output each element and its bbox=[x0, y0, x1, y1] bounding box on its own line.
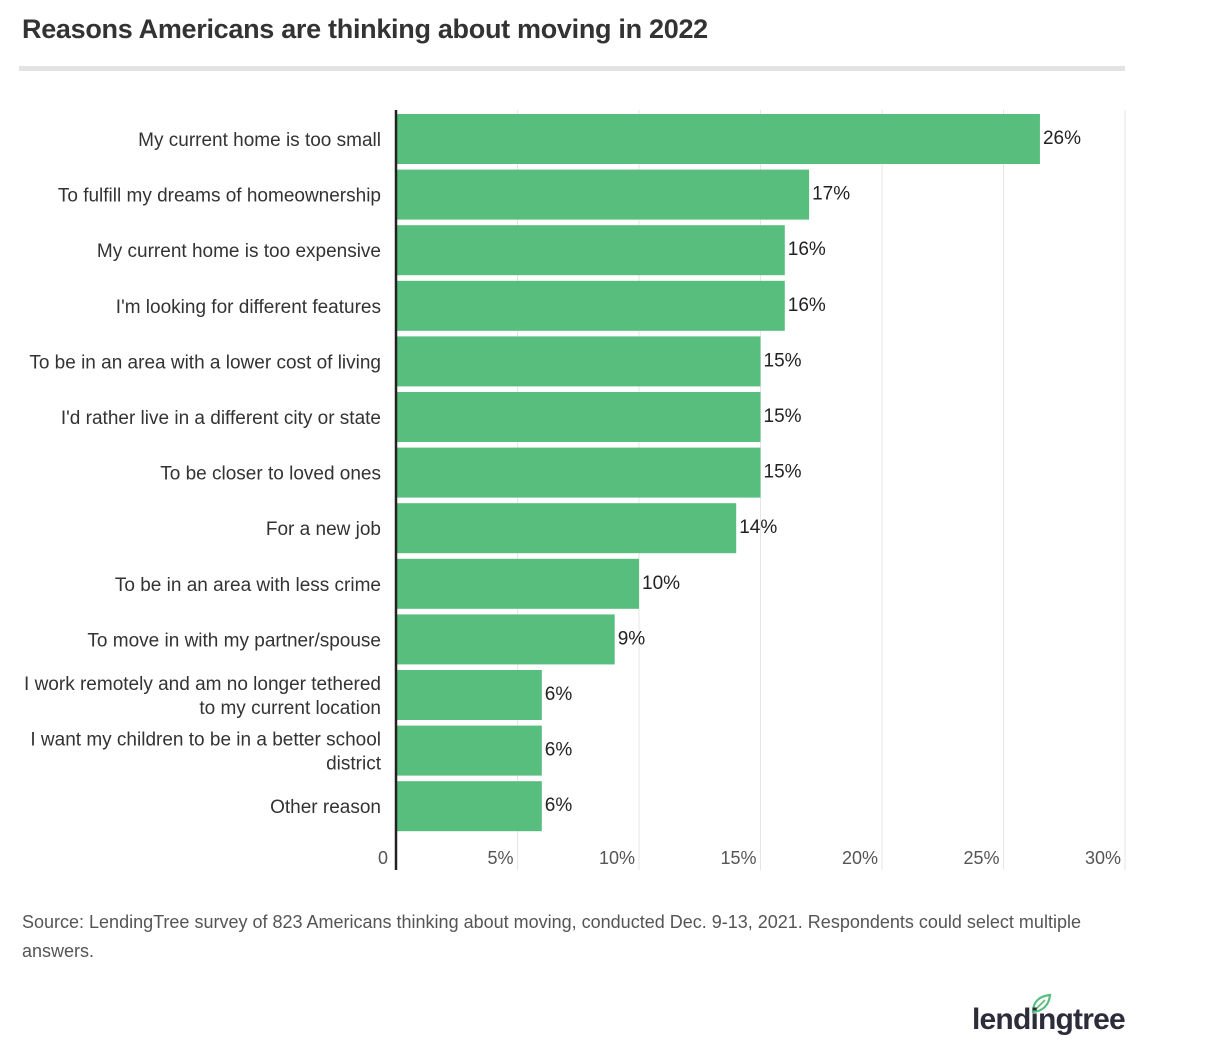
value-label: 16% bbox=[788, 239, 826, 260]
bar bbox=[396, 447, 761, 498]
bar bbox=[396, 336, 761, 387]
value-label: 6% bbox=[545, 795, 573, 816]
lendingtree-logo: lendingtree bbox=[972, 993, 1132, 1043]
chart-title: Reasons Americans are thinking about mov… bbox=[22, 14, 708, 44]
bars bbox=[396, 114, 1040, 832]
category-label: I want my children to be in a better sch… bbox=[30, 730, 381, 751]
x-tick-label: 25% bbox=[963, 848, 999, 868]
bar bbox=[396, 114, 1040, 164]
bar-chart: My current home is too small To fulfill m… bbox=[24, 110, 1126, 870]
x-tick-label: 15% bbox=[720, 848, 756, 868]
value-label: 6% bbox=[545, 740, 573, 761]
value-labels: 26% 17% 16% 16% 15% 15% 15% 14% 10% 9% 6% 6% 6% bbox=[545, 128, 1081, 816]
leaf-icon bbox=[1031, 993, 1052, 1014]
x-tick-label: 10% bbox=[599, 848, 635, 868]
value-label: 16% bbox=[788, 295, 826, 316]
bar bbox=[396, 558, 639, 609]
x-tick-label: 30% bbox=[1085, 848, 1121, 868]
category-label: district bbox=[326, 754, 382, 775]
x-tick-label: 20% bbox=[842, 848, 878, 868]
category-label: To be in an area with a lower cost of li… bbox=[29, 352, 381, 373]
category-label: I'd rather live in a different city or s… bbox=[61, 408, 381, 429]
category-label: To be in an area with less crime bbox=[115, 575, 381, 596]
title-divider bbox=[19, 66, 1125, 71]
bar bbox=[396, 725, 542, 776]
bar bbox=[396, 280, 785, 331]
category-label: I work remotely and am no longer tethere… bbox=[24, 674, 381, 695]
category-label: My current home is too expensive bbox=[97, 241, 381, 262]
category-label: I'm looking for different features bbox=[116, 297, 381, 318]
category-labels: My current home is too small To fulfill m… bbox=[24, 130, 382, 818]
category-label: To fulfill my dreams of homeownership bbox=[58, 186, 381, 207]
bar bbox=[396, 503, 737, 554]
value-label: 15% bbox=[764, 350, 802, 371]
logo-text: lendingtree bbox=[972, 1003, 1126, 1036]
source-note: Source: LendingTree survey of 823 Americ… bbox=[22, 912, 1081, 961]
category-label: My current home is too small bbox=[138, 130, 381, 151]
category-label: For a new job bbox=[266, 519, 381, 540]
value-label: 15% bbox=[764, 462, 802, 483]
value-label: 9% bbox=[618, 628, 646, 649]
value-label: 15% bbox=[764, 406, 802, 427]
bar bbox=[396, 614, 615, 665]
category-label: to my current location bbox=[199, 698, 381, 719]
x-tick-label: 5% bbox=[487, 848, 513, 868]
value-label: 26% bbox=[1043, 128, 1081, 149]
x-tick-label: 0 bbox=[378, 848, 388, 868]
bar bbox=[396, 169, 810, 220]
category-label: To be closer to loved ones bbox=[160, 464, 381, 485]
value-label: 10% bbox=[642, 573, 680, 594]
value-label: 6% bbox=[545, 684, 573, 705]
value-label: 17% bbox=[812, 184, 850, 205]
bar bbox=[396, 225, 785, 276]
category-label: To move in with my partner/spouse bbox=[87, 630, 381, 651]
bar bbox=[396, 392, 761, 442]
value-label: 14% bbox=[739, 517, 777, 538]
x-axis-ticks: 0 5% 10% 15% 20% 25% 30% bbox=[378, 848, 1121, 868]
bar bbox=[396, 781, 542, 832]
bar bbox=[396, 670, 542, 720]
category-label: Other reason bbox=[270, 797, 381, 818]
